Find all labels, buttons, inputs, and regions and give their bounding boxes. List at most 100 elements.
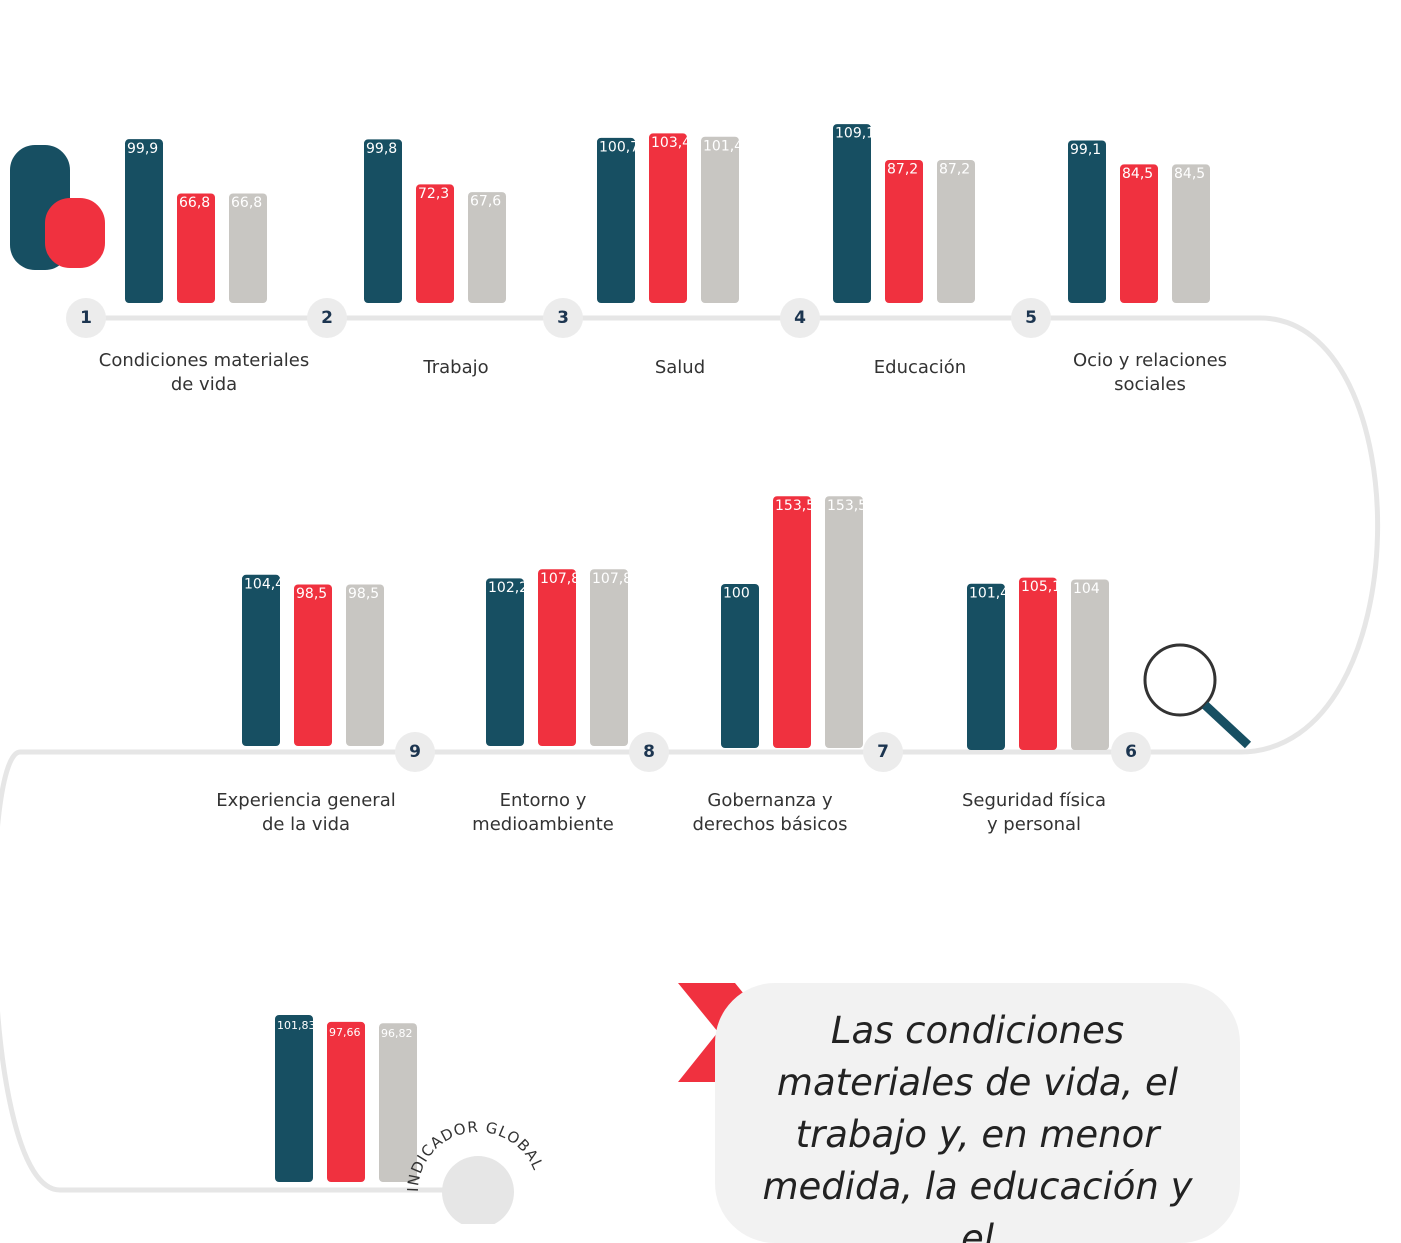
value-label: 96,82	[381, 1027, 413, 1040]
dimension-label: Gobernanza y	[707, 790, 833, 811]
step-number: 9	[409, 742, 421, 762]
step-number: 5	[1025, 308, 1037, 328]
dimension-label: Condiciones materiales	[99, 350, 310, 371]
bar	[597, 137, 635, 303]
bar	[590, 569, 628, 746]
bar	[416, 184, 454, 303]
value-label: 66,8	[179, 195, 210, 211]
bar	[967, 583, 1005, 750]
value-label: 103,4	[651, 135, 691, 151]
value-label: 84,5	[1122, 166, 1153, 182]
dimension-label: de la vida	[262, 814, 350, 835]
value-label: 153,5	[827, 498, 867, 514]
step-circle	[1111, 732, 1151, 772]
bar	[327, 1021, 365, 1182]
bar	[1172, 164, 1210, 303]
step-circle	[629, 732, 669, 772]
value-label: 101,4	[703, 138, 743, 154]
value-label: 153,5	[775, 498, 815, 514]
value-label: 101,83	[277, 1019, 316, 1032]
bar	[364, 139, 402, 303]
dimension-label: Salud	[655, 357, 705, 378]
step-circle	[307, 298, 347, 338]
dimension-label: sociales	[1114, 374, 1186, 395]
bar	[294, 584, 332, 746]
dimension-label: derechos básicos	[692, 814, 847, 835]
step-circle	[1011, 298, 1051, 338]
bar	[538, 569, 576, 746]
value-label: 97,66	[329, 1026, 361, 1039]
step-circle	[395, 732, 435, 772]
step-circle	[543, 298, 583, 338]
step-number: 4	[794, 308, 806, 328]
dimension-label: Educación	[874, 357, 966, 378]
value-label: 99,9	[127, 141, 158, 157]
value-label: 84,5	[1174, 166, 1205, 182]
bar	[1071, 579, 1109, 750]
dimension-label: Experiencia general	[216, 790, 395, 811]
value-label: 87,2	[939, 162, 970, 178]
step-circle	[863, 732, 903, 772]
value-label: 87,2	[887, 162, 918, 178]
bar	[125, 139, 163, 303]
value-label: 100,7	[599, 139, 639, 155]
bar	[229, 193, 267, 303]
bar	[773, 496, 811, 748]
value-label: 67,6	[470, 194, 501, 210]
value-label: 66,8	[231, 195, 262, 211]
bar	[833, 124, 871, 304]
bar	[1068, 140, 1106, 303]
value-label: 104	[1073, 581, 1100, 597]
bar	[379, 1023, 417, 1182]
fingerprint	[1143, 643, 1252, 749]
value-label: 98,5	[348, 586, 379, 602]
bar	[721, 584, 759, 748]
value-label: 105,1	[1021, 579, 1061, 595]
path-line	[0, 315, 1380, 1193]
bar	[177, 193, 215, 303]
value-label: 107,8	[540, 571, 580, 587]
step-number: 3	[557, 308, 569, 328]
dimension-label: de vida	[171, 374, 237, 395]
value-label: 107,8	[592, 571, 632, 587]
value-label: 102,2	[488, 580, 528, 596]
quote-text: Las condiciones materiales de vida, el t…	[762, 1009, 1193, 1243]
step-circle	[780, 298, 820, 338]
step-number: 7	[877, 742, 889, 762]
bar	[242, 574, 280, 746]
value-label: 72,3	[418, 186, 449, 202]
step-circle	[66, 298, 106, 338]
bar	[825, 496, 863, 748]
step-number: 1	[80, 308, 92, 328]
dimension-label: Ocio y relaciones	[1073, 350, 1227, 371]
value-label: 109,1	[835, 126, 875, 142]
global-circle	[442, 1156, 514, 1224]
coins	[10, 145, 105, 270]
bar	[701, 136, 739, 303]
dimension-label: medioambiente	[472, 814, 614, 835]
value-label: 99,1	[1070, 142, 1101, 158]
bar	[468, 192, 506, 303]
step-number: 2	[321, 308, 333, 328]
bar	[1120, 164, 1158, 303]
value-label: 99,8	[366, 141, 397, 157]
value-label: 98,5	[296, 586, 327, 602]
step-number: 8	[643, 742, 655, 762]
quote-box: Las condiciones materiales de vida, el t…	[715, 983, 1240, 1243]
step-number: 6	[1125, 742, 1137, 762]
bar	[649, 133, 687, 303]
dimension-label: Entorno y	[500, 790, 587, 811]
value-label: 101,4	[969, 585, 1009, 601]
bar	[486, 578, 524, 746]
value-label: 100	[723, 586, 750, 602]
bar	[275, 1014, 313, 1182]
bar	[937, 159, 975, 303]
dimension-label: Trabajo	[422, 357, 488, 378]
dimension-label: Seguridad física	[962, 790, 1106, 811]
bar	[1019, 577, 1057, 750]
bar	[346, 584, 384, 746]
dimension-label: y personal	[987, 814, 1081, 835]
bar	[885, 159, 923, 303]
